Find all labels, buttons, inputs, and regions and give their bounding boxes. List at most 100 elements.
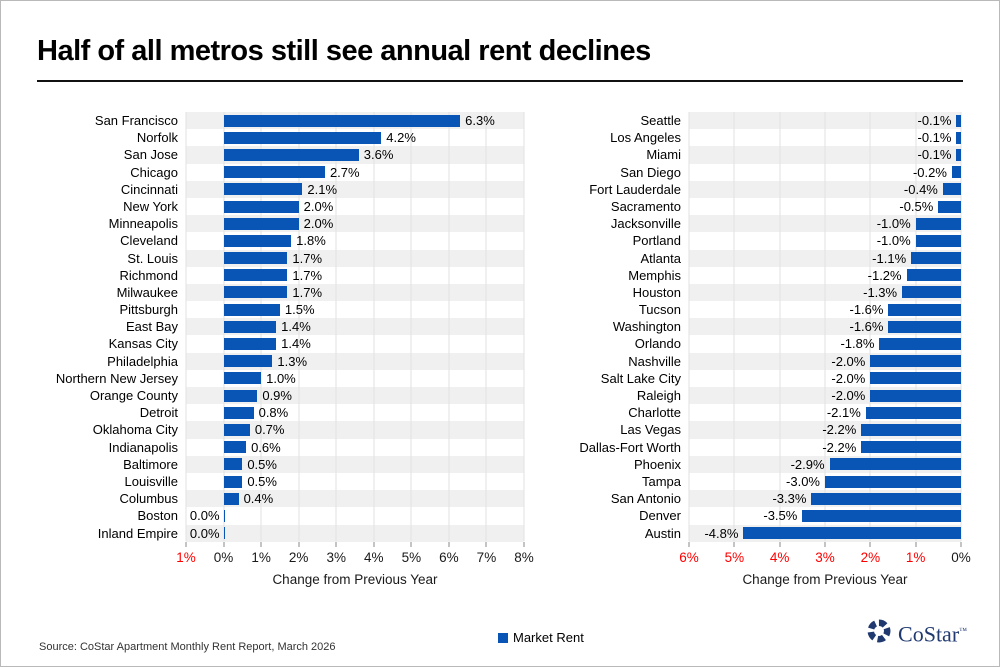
data-label: -1.6% bbox=[849, 319, 884, 335]
charts-container: San Francisco Norfolk San Jose Chicago Cinci… bbox=[39, 112, 999, 587]
category-label: Baltimore bbox=[123, 456, 178, 472]
axis-tick bbox=[260, 542, 262, 547]
chart-row: -3.0% bbox=[689, 473, 961, 490]
category-label: Oklahoma City bbox=[92, 422, 178, 438]
bar bbox=[223, 389, 258, 402]
data-label: 0.0% bbox=[189, 525, 220, 541]
category-label: Boston bbox=[137, 508, 178, 524]
data-label: 0.4% bbox=[243, 491, 274, 507]
data-label: -3.3% bbox=[772, 491, 807, 507]
axis-tick-label: 8% bbox=[514, 550, 534, 565]
axis-tick-label: 5% bbox=[724, 550, 745, 565]
chart-row: -3.5% bbox=[689, 507, 961, 524]
chart-row: -2.0% bbox=[689, 370, 961, 387]
axis-spacer bbox=[39, 542, 186, 570]
category-label: Seattle bbox=[640, 113, 681, 128]
x-axis: 1% 0% 1% 2% 3% 4% 5% 6% 7% 8% bbox=[176, 542, 534, 570]
axis-spacer bbox=[572, 570, 689, 587]
bar bbox=[861, 441, 961, 454]
axis-tick bbox=[298, 542, 300, 547]
chart-row: -4.8% bbox=[689, 524, 961, 542]
bar bbox=[223, 217, 299, 230]
chart-row: -2.2% bbox=[689, 439, 961, 456]
category-label: Chicago bbox=[130, 164, 178, 180]
axis-tick-label: 2% bbox=[860, 550, 881, 565]
data-label: -4.8% bbox=[704, 525, 739, 541]
axis-tick bbox=[915, 542, 917, 547]
chart-row: -3.3% bbox=[689, 490, 961, 508]
chart-row: -0.5% bbox=[689, 198, 961, 215]
bar bbox=[811, 492, 961, 505]
trademark-symbol: ™ bbox=[959, 626, 967, 635]
data-label: 0.8% bbox=[258, 405, 289, 421]
chart-row: 1.0% bbox=[186, 370, 524, 387]
bar bbox=[743, 527, 961, 540]
axis-tick-label: 5% bbox=[401, 550, 422, 565]
category-label: Las Vegas bbox=[620, 422, 681, 438]
bar bbox=[911, 252, 961, 265]
bar bbox=[223, 286, 288, 299]
chart-row: 2.0% bbox=[186, 215, 524, 233]
y-axis-labels: San Francisco Norfolk San Jose Chicago Cinci… bbox=[39, 112, 186, 542]
category-label: Richmond bbox=[119, 267, 178, 283]
category-label: Northern New Jersey bbox=[55, 370, 178, 386]
category-label: San Jose bbox=[123, 147, 178, 163]
chart-row: 1.3% bbox=[186, 352, 524, 370]
category-label: Tucson bbox=[638, 302, 681, 318]
bar bbox=[829, 458, 961, 471]
gridline bbox=[869, 112, 871, 541]
axis-tick bbox=[410, 542, 412, 547]
category-label: East Bay bbox=[125, 319, 178, 335]
chart-body: Seattle Los Angeles Miami San Diego Fort Lau… bbox=[572, 112, 962, 542]
costar-pinwheel-icon bbox=[867, 619, 891, 643]
data-label: -1.3% bbox=[863, 284, 898, 300]
data-label: 1.7% bbox=[292, 267, 323, 283]
chart-row: 0.5% bbox=[186, 455, 524, 473]
bar bbox=[888, 303, 961, 316]
category-label: Denver bbox=[639, 508, 681, 524]
gridline bbox=[335, 112, 337, 541]
category-label: Orlando bbox=[634, 336, 681, 352]
bar bbox=[915, 217, 961, 230]
bar bbox=[825, 475, 961, 488]
gridline bbox=[733, 112, 735, 541]
chart-row: -1.2% bbox=[689, 267, 961, 284]
axis-tick bbox=[448, 542, 450, 547]
data-label: 0.5% bbox=[247, 473, 277, 489]
bar bbox=[861, 423, 961, 436]
bar bbox=[223, 372, 262, 385]
axis-spacer bbox=[572, 542, 689, 570]
axis-tick-label: 4% bbox=[364, 550, 384, 565]
category-label: Detroit bbox=[139, 405, 178, 421]
x-axis-title-row: Change from Previous Year bbox=[39, 570, 524, 587]
data-label: 1.8% bbox=[296, 233, 326, 249]
axis-tick bbox=[185, 542, 187, 547]
category-label: Nashville bbox=[628, 353, 681, 369]
data-label: -1.2% bbox=[867, 267, 902, 283]
bar bbox=[223, 320, 277, 333]
chart-row: 0.7% bbox=[186, 421, 524, 439]
category-label: Memphis bbox=[628, 267, 681, 283]
category-label: Phoenix bbox=[634, 456, 681, 472]
chart-row: 0.9% bbox=[186, 387, 524, 405]
bar bbox=[956, 131, 961, 144]
data-label: -1.6% bbox=[849, 302, 884, 318]
chart-row: 4.2% bbox=[186, 129, 524, 146]
data-label: 1.5% bbox=[284, 302, 315, 318]
x-axis-title-row: Change from Previous Year bbox=[572, 570, 961, 587]
data-label: 3.6% bbox=[363, 147, 394, 163]
category-label: New York bbox=[123, 198, 178, 214]
bar bbox=[223, 458, 243, 471]
category-label: Indianapolis bbox=[108, 439, 178, 455]
bar bbox=[223, 475, 243, 488]
bar bbox=[223, 423, 250, 436]
bar bbox=[870, 372, 961, 385]
bar bbox=[938, 200, 961, 213]
category-label: Kansas City bbox=[108, 336, 178, 352]
data-label: 1.7% bbox=[292, 284, 323, 300]
axis-tick bbox=[373, 542, 375, 547]
chart-row: -2.1% bbox=[689, 404, 961, 421]
category-label: Raleigh bbox=[636, 388, 681, 403]
page-title: Half of all metros still see annual rent… bbox=[37, 35, 651, 67]
category-label: Orange County bbox=[89, 388, 178, 403]
